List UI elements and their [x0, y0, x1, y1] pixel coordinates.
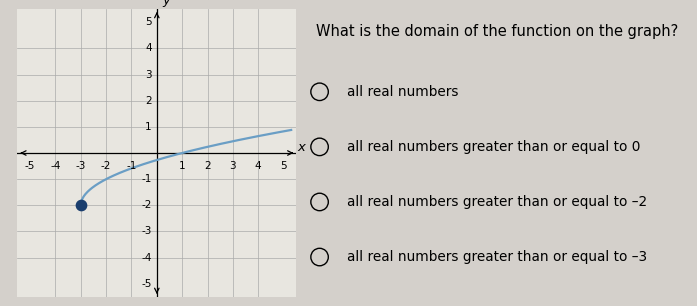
Text: -3: -3	[75, 161, 86, 171]
Text: -1: -1	[126, 161, 137, 171]
Text: all real numbers: all real numbers	[347, 85, 459, 99]
Text: -4: -4	[141, 252, 152, 263]
Text: -5: -5	[25, 161, 36, 171]
Text: 2: 2	[145, 96, 152, 106]
Text: all real numbers greater than or equal to 0: all real numbers greater than or equal t…	[347, 140, 641, 154]
Text: 1: 1	[179, 161, 185, 171]
Text: all real numbers greater than or equal to –3: all real numbers greater than or equal t…	[347, 250, 648, 264]
Text: -3: -3	[141, 226, 152, 237]
Text: 3: 3	[145, 69, 152, 80]
Text: -2: -2	[141, 200, 152, 210]
Text: 4: 4	[255, 161, 261, 171]
Text: 5: 5	[280, 161, 287, 171]
Point	[75, 203, 86, 208]
Text: -1: -1	[141, 174, 152, 184]
Text: 1: 1	[145, 122, 152, 132]
Text: x: x	[298, 141, 305, 154]
Text: -5: -5	[141, 279, 152, 289]
Text: What is the domain of the function on the graph?: What is the domain of the function on th…	[316, 24, 678, 39]
Text: 3: 3	[229, 161, 236, 171]
Text: 5: 5	[145, 17, 152, 27]
Text: -2: -2	[101, 161, 112, 171]
Text: 4: 4	[145, 43, 152, 54]
Text: -4: -4	[50, 161, 61, 171]
Text: y: y	[162, 0, 170, 6]
Text: 2: 2	[204, 161, 210, 171]
Text: all real numbers greater than or equal to –2: all real numbers greater than or equal t…	[347, 195, 648, 209]
